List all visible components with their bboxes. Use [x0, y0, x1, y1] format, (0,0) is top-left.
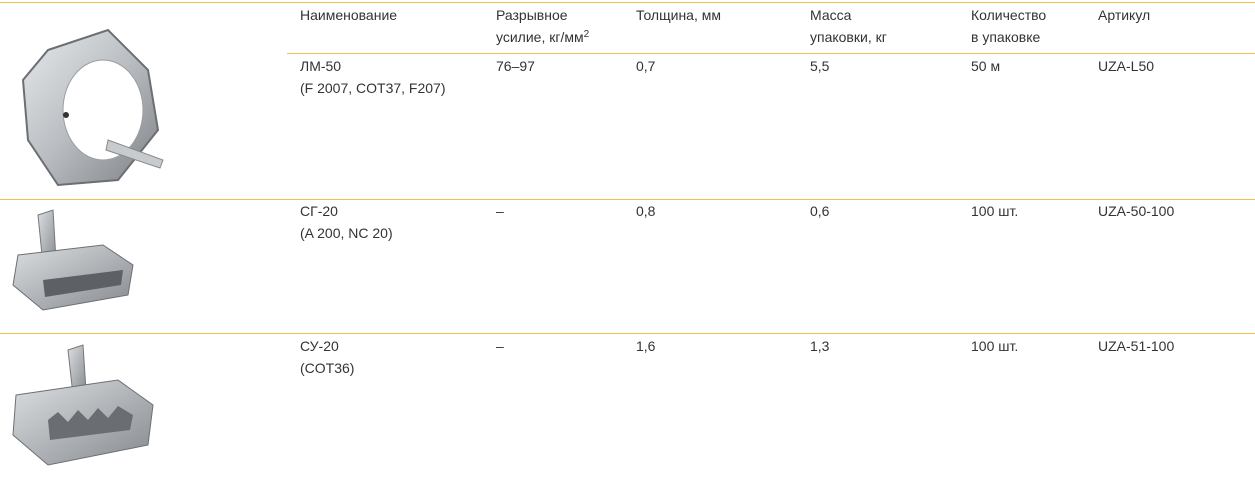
name-cell: ЛМ-50(F 2007, COT37, F207) [300, 55, 446, 99]
mass-text: 5,5 [810, 55, 829, 77]
mass-cell: 0,6 [810, 200, 829, 222]
article-cell: UZA-51-100 [1098, 335, 1174, 357]
quantity-text: 50 м [971, 55, 1000, 77]
row-rule [0, 199, 1255, 200]
article-cell: UZA-L50 [1098, 55, 1154, 77]
mass-cell: 1,3 [810, 335, 829, 357]
name-text: ЛМ-50 [300, 55, 446, 77]
name-text: СУ-20 [300, 335, 354, 357]
quantity-text: 100 шт. [971, 200, 1018, 222]
header-rule [287, 53, 1255, 54]
thickness-text: 0,8 [636, 200, 655, 222]
header-cell: Артикул [1098, 4, 1150, 26]
quantity-cell: 100 шт. [971, 335, 1018, 357]
header-text: в упаковке [971, 26, 1046, 48]
name-text: (COT36) [300, 357, 354, 379]
header-cell: Наименование [300, 4, 397, 26]
row-rule [0, 333, 1255, 334]
header-text: Количество [971, 4, 1046, 26]
force-cell: 76–97 [496, 55, 535, 77]
header-cell: Толщина, мм [636, 4, 721, 26]
mass-cell: 5,5 [810, 55, 829, 77]
quantity-cell: 50 м [971, 55, 1000, 77]
toothed-buckle-image [8, 340, 158, 480]
header-text: упаковки, кг [810, 26, 887, 48]
top-rule [0, 2, 1255, 3]
article-cell: UZA-50-100 [1098, 200, 1174, 222]
article-text: UZA-L50 [1098, 55, 1154, 77]
mass-text: 1,3 [810, 335, 829, 357]
header-text: Артикул [1098, 4, 1150, 26]
force-cell: – [496, 335, 504, 357]
quantity-cell: 100 шт. [971, 200, 1018, 222]
name-text: СГ-20 [300, 200, 393, 222]
thickness-text: 0,7 [636, 55, 655, 77]
header-text: усилие, кг/мм2 [496, 26, 589, 48]
name-text: (A 200, NC 20) [300, 222, 393, 244]
force-cell: – [496, 200, 504, 222]
buckle-image [8, 205, 138, 325]
header-text: Масса [810, 4, 887, 26]
header-text: Наименование [300, 4, 397, 26]
article-text: UZA-51-100 [1098, 335, 1174, 357]
article-text: UZA-50-100 [1098, 200, 1174, 222]
name-text: (F 2007, COT37, F207) [300, 77, 446, 99]
product-table: Наименование Разрывноеусилие, кг/мм2 Толщи… [0, 0, 1255, 488]
name-cell: СГ-20(A 200, NC 20) [300, 200, 393, 244]
thickness-cell: 1,6 [636, 335, 655, 357]
force-text: – [496, 335, 504, 357]
header-text: Разрывное [496, 4, 589, 26]
superscript: 2 [584, 29, 590, 40]
force-text: – [496, 200, 504, 222]
thickness-cell: 0,7 [636, 55, 655, 77]
thickness-cell: 0,8 [636, 200, 655, 222]
name-cell: СУ-20(COT36) [300, 335, 354, 379]
mass-text: 0,6 [810, 200, 829, 222]
force-text: 76–97 [496, 55, 535, 77]
thickness-text: 1,6 [636, 335, 655, 357]
header-text: Толщина, мм [636, 4, 721, 26]
band-roll-image [8, 20, 168, 190]
quantity-text: 100 шт. [971, 335, 1018, 357]
